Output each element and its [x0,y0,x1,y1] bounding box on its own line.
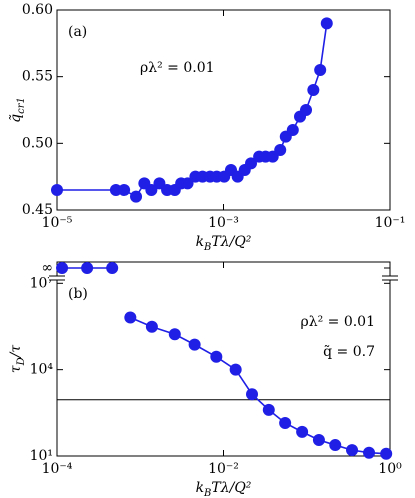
data-point [145,320,158,333]
data-point [81,262,94,275]
series-line [130,316,387,455]
y-tick-label: 0.50 [22,135,53,151]
annotation: (b) [68,286,88,302]
y-axis-label: τD/τ [8,345,27,373]
y-tick-label: 10¹ [30,448,53,464]
y-tick-label: 0.45 [22,202,53,218]
data-point [210,350,223,363]
data-point [274,144,287,156]
series-line [57,23,328,198]
data-point [279,417,292,430]
data-point [56,262,69,275]
data-point [245,157,258,170]
annotation: ρλ² = 0.01 [300,314,375,330]
x-tick-label: 10⁻³ [208,215,239,231]
data-point [229,363,242,376]
data-point [320,17,333,30]
x-tick-label: 10⁻⁴ [42,461,73,477]
data-point [124,311,137,324]
data-point [181,177,194,190]
y-tick-label: 10⁴ [30,362,54,378]
data-point [296,425,309,438]
data-point [346,444,359,457]
data-point [168,328,181,341]
y-tick-label: 0.55 [22,69,53,85]
y-tick-label: ∞ [41,260,53,276]
x-axis-label-part: k [196,234,204,250]
data-point [109,184,122,196]
x-axis-label-part: k [196,480,204,496]
data-point [51,184,63,196]
data-point [286,124,299,136]
y-tick-label: 10⁷ [30,275,54,291]
data-point [363,446,376,459]
data-point [300,104,313,116]
x-axis-label-part: Tλ/Q² [211,480,251,496]
y-axis-label-part: q̃ [8,114,24,123]
data-point [312,433,325,446]
x-tick-label: 10⁰ [378,461,402,477]
axis-break [382,276,398,280]
x-tick-label: 10⁻² [208,461,239,477]
x-axis-label-part: Tλ/Q² [211,234,251,250]
annotation: ρλ² = 0.01 [140,60,215,76]
x-axis-label: kBTλ/Q² [196,480,252,498]
x-axis-label: kBTλ/Q² [196,234,252,253]
x-axis-label-part: B [203,242,211,253]
data-point [246,388,259,401]
data-point [314,64,327,76]
data-point [106,262,119,275]
annotation: q̃ = 0.7 [323,344,375,360]
y-axis-label: q̃cr1 [8,97,27,123]
data-point [130,190,143,203]
annotation: (a) [68,24,87,40]
data-point [329,439,342,452]
data-point [380,447,393,460]
y-axis-label-part: D [16,357,27,366]
data-point [188,338,201,351]
x-tick-label: 10⁻⁵ [42,215,73,231]
x-axis-label-part: B [203,488,211,498]
y-axis-label-part: /τ [8,345,24,360]
data-point [262,403,275,416]
y-axis-label-part: cr1 [16,97,27,114]
y-tick-label: 0.60 [22,2,53,18]
data-point [145,184,158,196]
y-axis-label-part: τ [8,365,24,373]
data-point [118,184,131,196]
data-point [307,84,320,96]
x-tick-label: 10⁻¹ [375,215,406,231]
axis-break [49,276,65,280]
